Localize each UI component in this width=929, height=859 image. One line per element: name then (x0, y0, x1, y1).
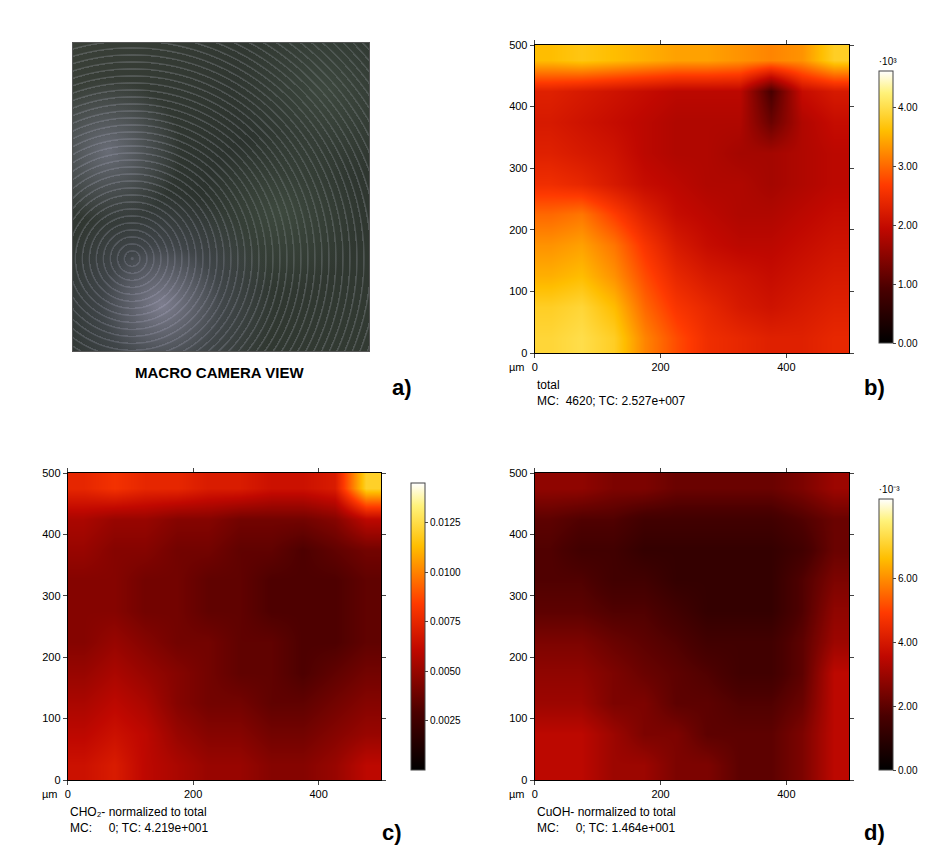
svg-text:0.0125: 0.0125 (430, 517, 461, 528)
svg-text:300: 300 (509, 590, 527, 602)
svg-text:100: 100 (509, 285, 527, 297)
svg-text:400: 400 (309, 788, 327, 800)
svg-text:MC: 0; TC: 1.464e+001: MC: 0; TC: 1.464e+001 (537, 821, 676, 835)
svg-text:400: 400 (509, 100, 527, 112)
svg-text:0: 0 (521, 347, 527, 359)
svg-text:0.00: 0.00 (898, 765, 918, 776)
svg-text:·10⁻³: ·10⁻³ (879, 484, 900, 495)
svg-text:300: 300 (509, 162, 527, 174)
svg-text:3.00: 3.00 (898, 161, 918, 172)
svg-text:400: 400 (42, 528, 60, 540)
svg-text:500: 500 (509, 39, 527, 51)
svg-text:0: 0 (532, 788, 538, 800)
svg-text:100: 100 (42, 712, 60, 724)
svg-text:CHO₂- normalized to total: CHO₂- normalized to total (70, 805, 207, 819)
svg-text:1.00: 1.00 (898, 279, 918, 290)
svg-text:µm: µm (509, 788, 525, 800)
svg-text:MACRO CAMERA VIEW: MACRO CAMERA VIEW (135, 364, 304, 381)
svg-text:0: 0 (521, 774, 527, 786)
svg-text:0.0025: 0.0025 (430, 715, 461, 726)
svg-text:200: 200 (509, 651, 527, 663)
svg-text:300: 300 (42, 590, 60, 602)
svg-text:d): d) (864, 820, 885, 845)
svg-text:total: total (537, 378, 560, 392)
svg-text:4.00: 4.00 (898, 102, 918, 113)
svg-text:4.00: 4.00 (898, 637, 918, 648)
svg-text:0.0050: 0.0050 (430, 666, 461, 677)
svg-text:0: 0 (65, 788, 71, 800)
svg-text:200: 200 (42, 651, 60, 663)
svg-text:µm: µm (42, 788, 58, 800)
svg-text:0: 0 (54, 774, 60, 786)
svg-text:a): a) (392, 375, 412, 400)
svg-text:200: 200 (651, 361, 669, 373)
svg-text:·10³: ·10³ (879, 56, 897, 67)
svg-text:500: 500 (42, 467, 60, 479)
svg-text:MC: 4620; TC: 2.527e+007: MC: 4620; TC: 2.527e+007 (537, 394, 686, 408)
svg-text:b): b) (864, 375, 885, 400)
svg-text:6.00: 6.00 (898, 573, 918, 584)
svg-text:400: 400 (777, 361, 795, 373)
svg-text:0.00: 0.00 (898, 338, 918, 349)
svg-text:0: 0 (532, 361, 538, 373)
svg-text:400: 400 (509, 528, 527, 540)
svg-text:µm: µm (509, 361, 525, 373)
svg-text:CuOH- normalized to total: CuOH- normalized to total (537, 805, 676, 819)
svg-text:200: 200 (184, 788, 202, 800)
svg-text:2.00: 2.00 (898, 220, 918, 231)
svg-text:MC: 0; TC: 4.219e+001: MC: 0; TC: 4.219e+001 (70, 821, 209, 835)
svg-text:200: 200 (509, 224, 527, 236)
svg-text:c): c) (382, 820, 402, 845)
svg-text:0.0100: 0.0100 (430, 567, 461, 578)
svg-text:200: 200 (651, 788, 669, 800)
svg-text:100: 100 (509, 712, 527, 724)
svg-text:500: 500 (509, 467, 527, 479)
svg-text:2.00: 2.00 (898, 701, 918, 712)
svg-text:400: 400 (777, 788, 795, 800)
svg-text:0.0075: 0.0075 (430, 616, 461, 627)
